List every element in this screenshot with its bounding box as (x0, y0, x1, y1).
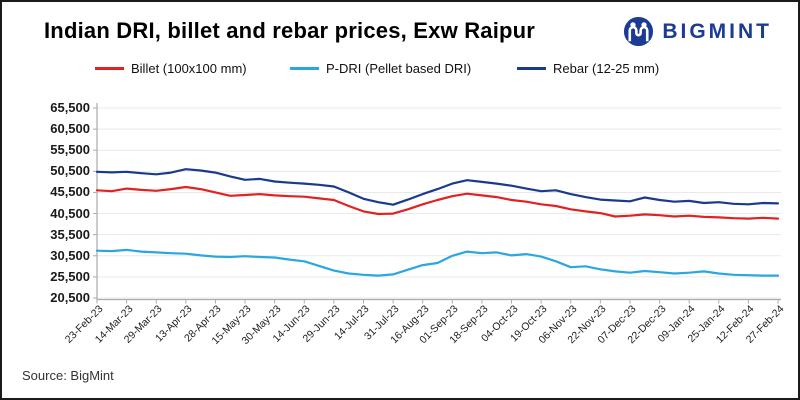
bigmint-logo-text: BIGMINT (662, 19, 772, 43)
y-tick-label: 35,500 (50, 226, 90, 242)
y-tick-label: 25,500 (50, 268, 90, 284)
y-tick-label: 30,500 (50, 247, 90, 263)
chart-title: Indian DRI, billet and rebar prices, Exw… (44, 18, 536, 43)
series-line (95, 185, 780, 220)
bigmint-logo: BIGMINT (622, 15, 772, 48)
y-tick-label: 45,500 (50, 184, 90, 200)
y-tick-label: 65,500 (50, 100, 90, 115)
bigmint-logo-icon (624, 16, 654, 47)
y-tick-label: 50,500 (50, 163, 90, 179)
y-tick-label: 60,500 (50, 121, 90, 137)
y-tick-label: 20,500 (50, 290, 90, 305)
legend-label: Rebar (12-25 mm) (553, 60, 660, 76)
legend-label: P-DRI (Pellet based DRI) (326, 60, 472, 76)
legend-swatch (290, 66, 319, 70)
legend-label: Billet (100x100 mm) (131, 60, 247, 76)
legend-swatch (517, 66, 546, 70)
legend: Billet (100x100 mm) P-DRI (Pellet based D… (2, 59, 798, 79)
series-line (95, 248, 780, 277)
y-tick-label: 55,500 (50, 142, 90, 158)
legend-swatch (95, 66, 124, 70)
legend-item: Rebar (12-25 mm) (517, 59, 659, 77)
legend-item: Billet (100x100 mm) (95, 59, 247, 77)
series-line (95, 168, 780, 206)
source-note: Source: BigMint (22, 368, 114, 383)
y-tick-label: 40,500 (50, 205, 90, 221)
legend-item: P-DRI (Pellet based DRI) (290, 59, 471, 77)
